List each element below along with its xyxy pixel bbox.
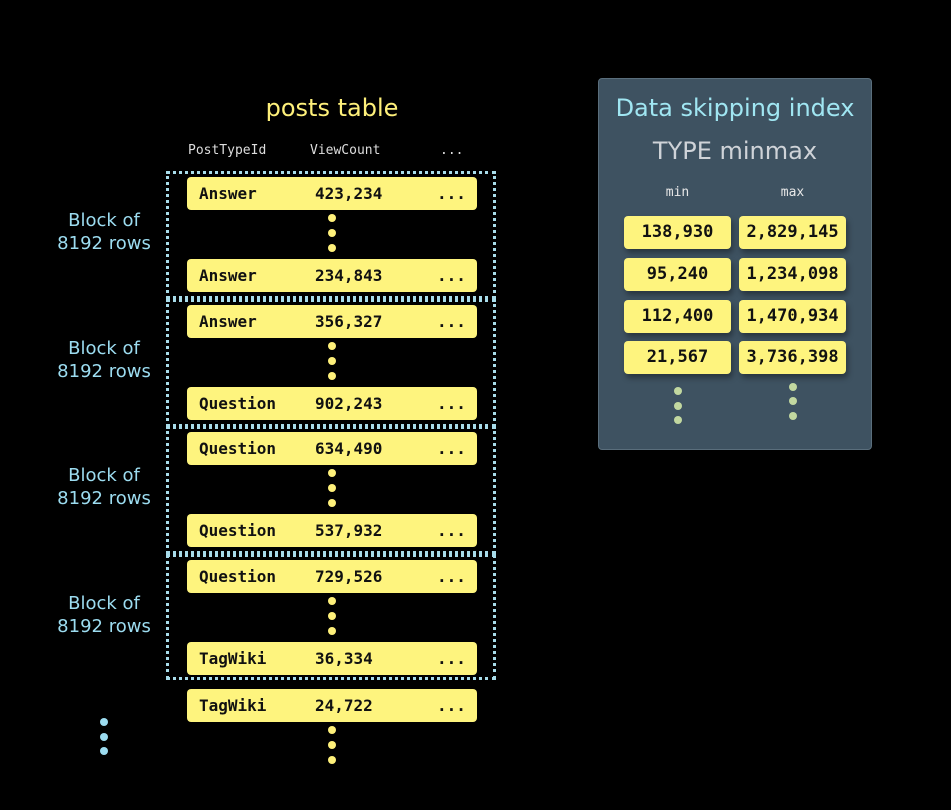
block-label: Block of 8192 rows xyxy=(40,464,168,510)
more-cell: ... xyxy=(437,696,466,715)
table-row: Question 634,490... xyxy=(187,432,477,465)
table-row: Answer 234,843... xyxy=(187,259,477,292)
view-count-cell: 356,327 xyxy=(315,312,383,331)
block-label-line: Block of xyxy=(68,210,140,231)
index-max-cell: 1,234,098 xyxy=(739,258,846,291)
table-row: TagWiki 36,334... xyxy=(187,642,477,675)
more-cell: ... xyxy=(437,521,466,540)
ellipsis-dot xyxy=(789,412,797,420)
ellipsis-dot xyxy=(674,387,682,395)
block-border xyxy=(166,171,496,299)
block-border xyxy=(166,299,496,427)
block-label-line: Block of xyxy=(68,465,140,486)
view-count-cell: 24,722 xyxy=(315,696,373,715)
more-cell: ... xyxy=(437,567,466,586)
more-cell: ... xyxy=(437,649,466,668)
post-type-cell: Answer xyxy=(199,312,257,331)
block-label: Block of 8192 rows xyxy=(40,337,168,383)
more-cell: ... xyxy=(437,439,466,458)
index-max-cell: 2,829,145 xyxy=(739,216,846,249)
block-label: Block of 8192 rows xyxy=(40,209,168,255)
ellipsis-dot xyxy=(328,756,336,764)
post-type-cell: Answer xyxy=(199,184,257,203)
block-border xyxy=(166,426,496,554)
table-row: Question 537,932... xyxy=(187,514,477,547)
index-subtitle: TYPE minmax xyxy=(652,137,818,165)
ellipsis-dot xyxy=(328,499,336,507)
ellipsis-dot xyxy=(328,372,336,380)
ellipsis-dot xyxy=(328,342,336,350)
ellipsis-dot xyxy=(100,747,108,755)
index-max-cell: 3,736,398 xyxy=(739,341,846,374)
post-type-cell: Question xyxy=(199,439,277,458)
ellipsis-dot xyxy=(328,597,336,605)
index-title: Data skipping index xyxy=(615,94,855,122)
post-type-cell: Question xyxy=(199,521,277,540)
ellipsis-dot xyxy=(328,741,336,749)
ellipsis-dot xyxy=(328,612,336,620)
more-cell: ... xyxy=(437,184,466,203)
block-label-line: 8192 rows xyxy=(57,616,151,637)
ellipsis-dot xyxy=(674,402,682,410)
block-label-line: Block of xyxy=(68,338,140,359)
min-header: min xyxy=(665,185,690,200)
ellipsis-dot xyxy=(328,244,336,252)
post-type-cell: TagWiki xyxy=(199,696,267,715)
ellipsis-dot xyxy=(789,397,797,405)
view-count-cell: 537,932 xyxy=(315,521,383,540)
max-header: max xyxy=(780,185,805,200)
posts-table-title: posts table xyxy=(265,94,399,122)
block-label-line: Block of xyxy=(68,593,140,614)
post-type-cell: Question xyxy=(199,567,277,586)
block-label-line: 8192 rows xyxy=(57,488,151,509)
table-row: TagWiki 24,722... xyxy=(187,689,477,722)
view-count-cell: 902,243 xyxy=(315,394,383,413)
ellipsis-dot xyxy=(328,726,336,734)
view-count-cell: 729,526 xyxy=(315,567,383,586)
index-min-cell: 95,240 xyxy=(624,258,731,291)
view-count-cell: 36,334 xyxy=(315,649,373,668)
column-header-viewcount: ViewCount xyxy=(310,143,381,158)
table-row: Answer 423,234... xyxy=(187,177,477,210)
block-label-line: 8192 rows xyxy=(57,361,151,382)
index-max-cell: 1,470,934 xyxy=(739,300,846,333)
ellipsis-dot xyxy=(789,383,797,391)
table-row: Answer 356,327... xyxy=(187,305,477,338)
ellipsis-dot xyxy=(674,416,682,424)
table-row: Question 729,526... xyxy=(187,560,477,593)
view-count-cell: 234,843 xyxy=(315,266,383,285)
table-row: Question 902,243... xyxy=(187,387,477,420)
block-label-line: 8192 rows xyxy=(57,233,151,254)
post-type-cell: Answer xyxy=(199,266,257,285)
post-type-cell: Question xyxy=(199,394,277,413)
ellipsis-dot xyxy=(100,733,108,741)
more-cell: ... xyxy=(437,394,466,413)
more-cell: ... xyxy=(437,312,466,331)
block-border xyxy=(166,554,496,680)
ellipsis-dot xyxy=(100,718,108,726)
view-count-cell: 423,234 xyxy=(315,184,383,203)
ellipsis-dot xyxy=(328,214,336,222)
view-count-cell: 634,490 xyxy=(315,439,383,458)
column-header-posttypeid: PostTypeId xyxy=(188,143,267,158)
index-min-cell: 112,400 xyxy=(624,300,731,333)
index-min-cell: 21,567 xyxy=(624,341,731,374)
ellipsis-dot xyxy=(328,469,336,477)
post-type-cell: TagWiki xyxy=(199,649,267,668)
column-header-more: ... xyxy=(440,143,464,158)
ellipsis-dot xyxy=(328,357,336,365)
ellipsis-dot xyxy=(328,229,336,237)
ellipsis-dot xyxy=(328,484,336,492)
more-cell: ... xyxy=(437,266,466,285)
block-label: Block of 8192 rows xyxy=(40,592,168,638)
index-min-cell: 138,930 xyxy=(624,216,731,249)
ellipsis-dot xyxy=(328,627,336,635)
